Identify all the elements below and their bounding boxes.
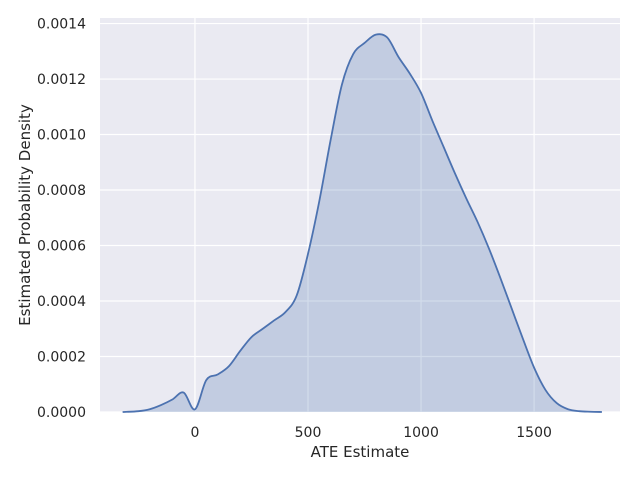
grid-lines bbox=[100, 18, 620, 413]
x-tick-labels: 0 500 1000 1500 bbox=[190, 425, 551, 441]
y-tick-label: 0.0010 bbox=[37, 128, 86, 144]
y-tick-label: 0.0000 bbox=[37, 405, 86, 421]
y-tick-label: 0.0012 bbox=[37, 72, 86, 88]
density-curve bbox=[122, 33, 602, 413]
x-tick-label: 500 bbox=[295, 425, 322, 441]
y-tick-label: 0.0008 bbox=[37, 183, 86, 199]
y-tick-label: 0.0004 bbox=[37, 294, 86, 310]
density-area bbox=[122, 34, 602, 412]
y-tick-label: 0.0006 bbox=[37, 239, 86, 255]
plot-background bbox=[100, 18, 620, 412]
y-tick-label: 0.0014 bbox=[37, 17, 86, 33]
x-tick-label: 1000 bbox=[403, 425, 439, 441]
y-axis-title: Estimated Probability Density bbox=[16, 104, 34, 326]
x-tick-label: 0 bbox=[190, 425, 199, 441]
x-axis-title: ATE Estimate bbox=[311, 443, 410, 461]
x-tick-label: 1500 bbox=[516, 425, 552, 441]
y-tick-label: 0.0002 bbox=[37, 350, 86, 366]
y-tick-labels: 0.0000 0.0002 0.0004 0.0006 0.0008 0.0010 0.00… bbox=[37, 17, 86, 421]
